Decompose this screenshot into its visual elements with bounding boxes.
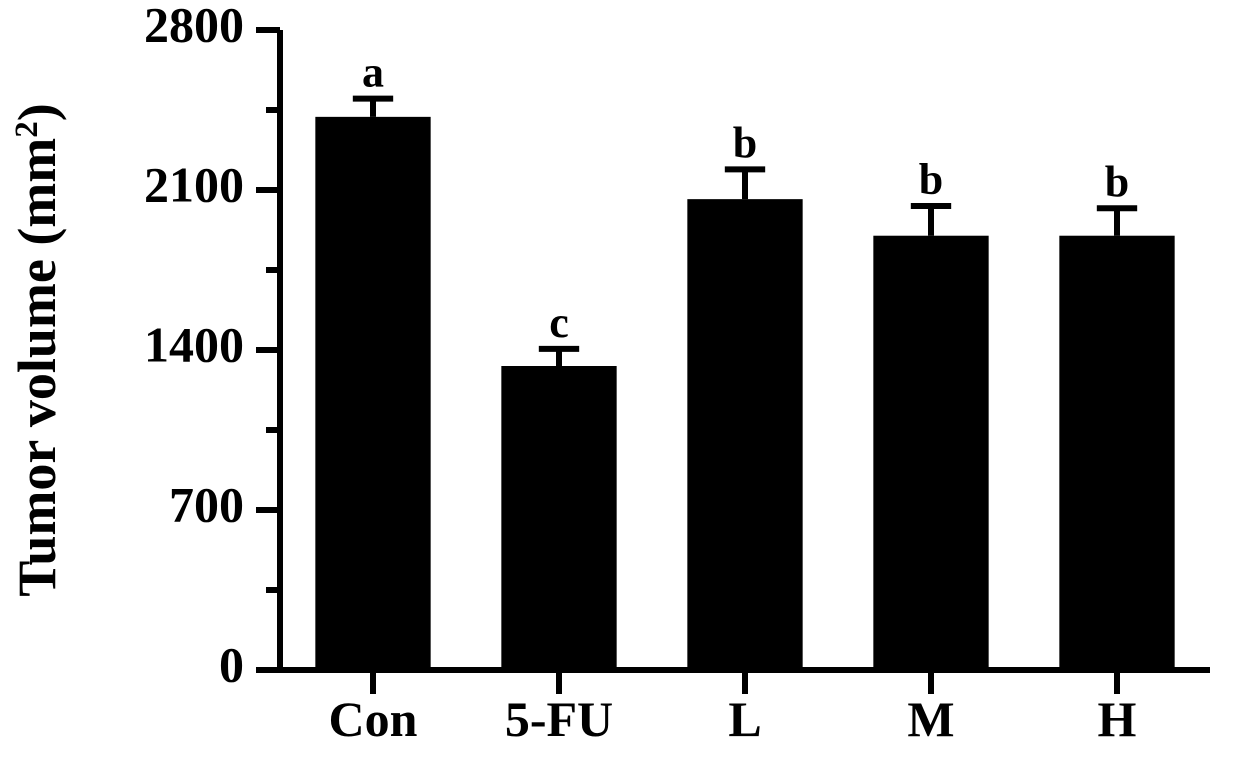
chart-svg: 0 700 1400 2100 2800 a Con c 5-FU b Lb Mb H Tumor vol…: [0, 0, 1240, 760]
xtick-label: L: [728, 691, 761, 747]
ytick-label: 1400: [144, 316, 244, 372]
tumor-volume-bar-chart: 0 700 1400 2100 2800 a Con c 5-FU b Lb Mb H Tumor vol…: [0, 0, 1240, 760]
ytick-label: 2800: [144, 0, 244, 52]
bar: [687, 199, 802, 670]
ytick-label: 0: [219, 636, 244, 692]
y-axis-label: Tumor volume (mm2): [7, 103, 67, 596]
xtick-label: H: [1098, 691, 1137, 747]
xtick-label: M: [907, 691, 954, 747]
significance-label: c: [549, 298, 569, 347]
ytick-label: 700: [169, 476, 244, 532]
ytick-label: 2100: [144, 156, 244, 212]
significance-label: b: [919, 155, 943, 204]
bar: [873, 236, 988, 670]
xtick-label: 5-FU: [505, 691, 613, 747]
significance-label: a: [362, 48, 384, 97]
xtick-label: Con: [329, 691, 418, 747]
bar: [501, 366, 616, 670]
bar: [1059, 236, 1174, 670]
significance-label: b: [1105, 157, 1129, 206]
significance-label: b: [733, 118, 757, 167]
bar: [315, 117, 430, 670]
